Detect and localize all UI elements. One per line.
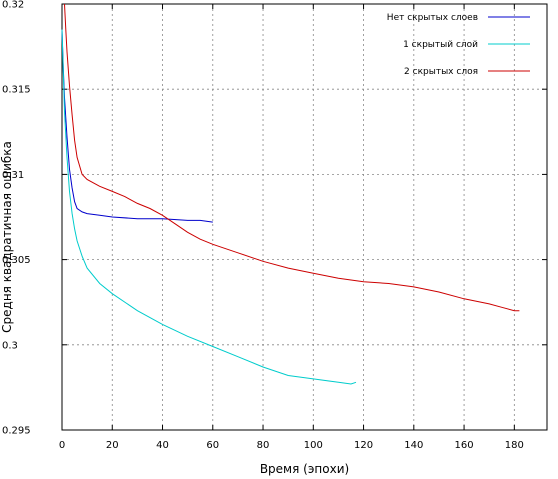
plot-area-frame	[61, 3, 548, 431]
x-tick-label: 40	[156, 440, 169, 451]
series-line-2	[61, 29, 357, 385]
legend-label-3: 2 скрытых слоя	[404, 67, 478, 77]
x-tick-label: 60	[206, 440, 219, 451]
x-tick-label: 160	[455, 440, 474, 451]
x-tick-label: 20	[106, 440, 119, 451]
series-lines	[61, 3, 520, 385]
x-tick-label: 0	[59, 440, 65, 451]
y-tick-label: 0.32	[2, 0, 24, 11]
x-tick-label: 120	[354, 440, 373, 451]
y-tick-label: 0.295	[2, 426, 31, 437]
x-tick-label: 140	[404, 440, 423, 451]
legend: Нет скрытых слоев 1 скрытый слой 2 скрытых…	[387, 13, 530, 77]
y-tick-label: 0.305	[2, 255, 31, 266]
x-tick-label: 100	[304, 440, 323, 451]
grid	[62, 4, 547, 430]
y-tick-label: 0.315	[2, 85, 31, 96]
y-axis-title: Средня квадратичная ошибка	[0, 141, 14, 333]
x-axis-title: Время (эпохи)	[260, 462, 349, 476]
y-tick-label: 0.3	[2, 340, 18, 351]
y-tick-label: 0.31	[2, 170, 24, 181]
legend-label-2: 1 скрытый слой	[403, 40, 478, 50]
legend-label-1: Нет скрытых слоев	[387, 13, 478, 23]
series-line-1	[61, 29, 213, 223]
axis-ticks: 0 20 40 60 80 100 120 140 160 180 0.295 0.3 0.305 0.3…	[2, 0, 547, 451]
x-tick-label: 80	[257, 440, 270, 451]
series-line-3	[64, 3, 520, 312]
x-tick-label: 180	[505, 440, 524, 451]
